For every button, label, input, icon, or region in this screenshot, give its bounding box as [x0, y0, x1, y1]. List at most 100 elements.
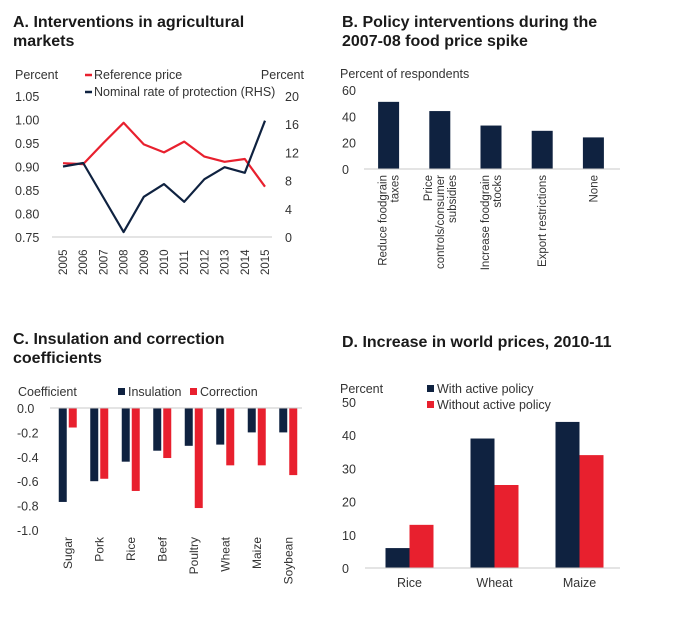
panel-c-tick-label: -0.6 — [17, 475, 39, 489]
panel-c-category-label: Soybean — [281, 537, 295, 584]
panel-d-legend-label: Without active policy — [437, 398, 552, 412]
panel-a-line-nominal-rate — [62, 120, 267, 234]
panel-c-axis-label: Coefficient — [18, 385, 77, 399]
panel-a-x-tick-label: 2008 — [119, 249, 131, 275]
panel-c-title: C. Insulation and correction coefficient… — [13, 330, 273, 368]
panel-a-left-tick-label: 0.90 — [15, 161, 39, 175]
panel-d-bar-with-policy — [385, 548, 410, 568]
panel-d-tick-label: 50 — [342, 396, 356, 410]
panel-d-category-label: Maize — [563, 576, 596, 590]
panel-b-bar — [429, 111, 451, 169]
panel-d-tick-label: 0 — [342, 562, 349, 576]
panel-b-title: B. Policy interventions during the 2007-… — [342, 13, 632, 51]
panel-a-title: A. Interventions in agricultural markets — [13, 13, 293, 51]
panel-c-bar-correction — [289, 408, 298, 476]
panel-b-title-text: B. Policy interventions during the 2007-… — [342, 14, 598, 50]
panel-c-bar-correction — [163, 408, 172, 459]
panel-c-bar-insulation — [121, 408, 130, 462]
panel-c-bar-correction — [68, 408, 77, 428]
panel-c-category-label: Pork — [92, 536, 106, 562]
panel-c-category-label: Beef — [155, 536, 169, 561]
panel-d-legend-swatch — [427, 385, 434, 392]
panel-c-legend-label: Correction — [200, 385, 258, 399]
panel-c-bar-insulation — [184, 408, 193, 446]
panel-c-bar-correction — [131, 408, 140, 491]
panel-c-category-label: Sugar — [61, 537, 75, 569]
panel-c-bar-insulation — [58, 408, 67, 502]
panel-d-legend-label: With active policy — [437, 382, 534, 396]
panel-a-right-axis-label: Percent — [261, 68, 305, 82]
panel-d-bar-without-policy — [494, 485, 519, 568]
panel-a-legend-label: Reference price — [94, 68, 182, 82]
panel-b-tick-label: 0 — [342, 163, 349, 177]
panel-b-category-label: subsidies — [447, 175, 459, 223]
panel-b-tick-label: 40 — [342, 110, 356, 124]
panel-a-right-tick-label: 0 — [285, 231, 292, 245]
panel-b-category-label: controls/consumer — [435, 175, 447, 269]
panel-a-left-axis-label: Percent — [15, 68, 59, 82]
panel-b-category-label: Export restrictions — [537, 175, 549, 267]
panel-a-right-tick-label: 4 — [285, 203, 292, 217]
panel-a-x-tick-label: 2015 — [260, 249, 272, 275]
panel-a-right-tick-label: 8 — [285, 175, 292, 189]
panel-a-x-tick-label: 2006 — [78, 249, 90, 275]
panel-b-category-label: None — [588, 175, 600, 203]
panel-c-legend-label: Insulation — [128, 385, 182, 399]
panel-c-bar-correction — [194, 408, 203, 509]
panel-c-tick-label: -0.8 — [17, 500, 39, 514]
panel-b-bar — [531, 130, 553, 169]
panel-d-title: D. Increase in world prices, 2010-11 — [342, 333, 662, 352]
panel-c-bar-correction — [257, 408, 266, 466]
panel-c-legend-swatch — [190, 388, 197, 395]
panel-c-bar-insulation — [216, 408, 225, 445]
panel-a-legend-label: Nominal rate of protection (RHS) — [94, 85, 275, 99]
panel-c-category-label: Wheat — [218, 536, 232, 571]
panel-c-bar-insulation — [279, 408, 288, 433]
panel-c-bar-insulation — [90, 408, 99, 482]
panel-a-x-tick-label: 2011 — [179, 250, 191, 275]
panel-d-tick-label: 30 — [342, 462, 356, 476]
panel-d-bar-without-policy — [409, 524, 434, 568]
panel-d-tick-label: 20 — [342, 496, 356, 510]
panel-b-category-label: Reduce foodgrain — [378, 175, 390, 266]
panel-a-left-tick-label: 0.95 — [15, 137, 39, 151]
panel-a-left-tick-label: 1.00 — [15, 114, 39, 128]
panel-b-bar — [480, 125, 502, 169]
panel-c-bar-correction — [100, 408, 109, 479]
panel-c-bar-insulation — [153, 408, 162, 451]
panel-c-category-label: Poultry — [187, 537, 201, 574]
panel-d-tick-label: 40 — [342, 429, 356, 443]
panel-c-legend-swatch — [118, 388, 125, 395]
panel-c-bar-insulation — [247, 408, 256, 433]
panel-c-tick-label: -1.0 — [17, 524, 39, 538]
panel-a-x-tick-label: 2013 — [220, 249, 232, 275]
panel-c-tick-label: -0.2 — [17, 426, 39, 440]
panel-d-category-label: Wheat — [476, 576, 513, 590]
panel-b-category-label: stocks — [492, 175, 504, 208]
panel-a-left-tick-label: 1.05 — [15, 90, 39, 104]
panel-a-right-tick-label: 12 — [285, 146, 299, 160]
panel-a-x-tick-label: 2014 — [240, 249, 252, 275]
panel-d-legend-swatch — [427, 401, 434, 408]
panel-d-title-text: D. Increase in world prices, 2010-11 — [342, 334, 612, 351]
panel-a-left-tick-label: 0.85 — [15, 184, 39, 198]
panel-d-bar-with-policy — [555, 421, 580, 568]
panel-a-x-tick-label: 2012 — [199, 249, 211, 275]
panel-a-x-tick-label: 2010 — [159, 249, 171, 275]
panel-d-bar-without-policy — [579, 455, 604, 568]
panel-a-right-tick-label: 20 — [285, 90, 299, 104]
panel-a-title-text: A. Interventions in agricultural markets — [13, 14, 245, 50]
panel-a-line-reference-price — [62, 121, 266, 188]
panel-b-bar — [378, 101, 400, 169]
panel-c-category-label: Maize — [250, 537, 264, 569]
panel-b-tick-label: 20 — [342, 137, 356, 151]
panel-d-bar-with-policy — [470, 438, 495, 568]
panel-b-bar — [582, 137, 604, 169]
panel-a-left-tick-label: 0.80 — [15, 208, 39, 222]
panel-b-axis-label: Percent of respondents — [340, 67, 469, 81]
panel-d-category-label: Rice — [397, 576, 422, 590]
panel-b-category-label: Increase foodgrain — [480, 175, 492, 270]
panel-c-category-label: Rice — [124, 537, 138, 561]
panel-a-x-tick-label: 2009 — [139, 249, 151, 275]
